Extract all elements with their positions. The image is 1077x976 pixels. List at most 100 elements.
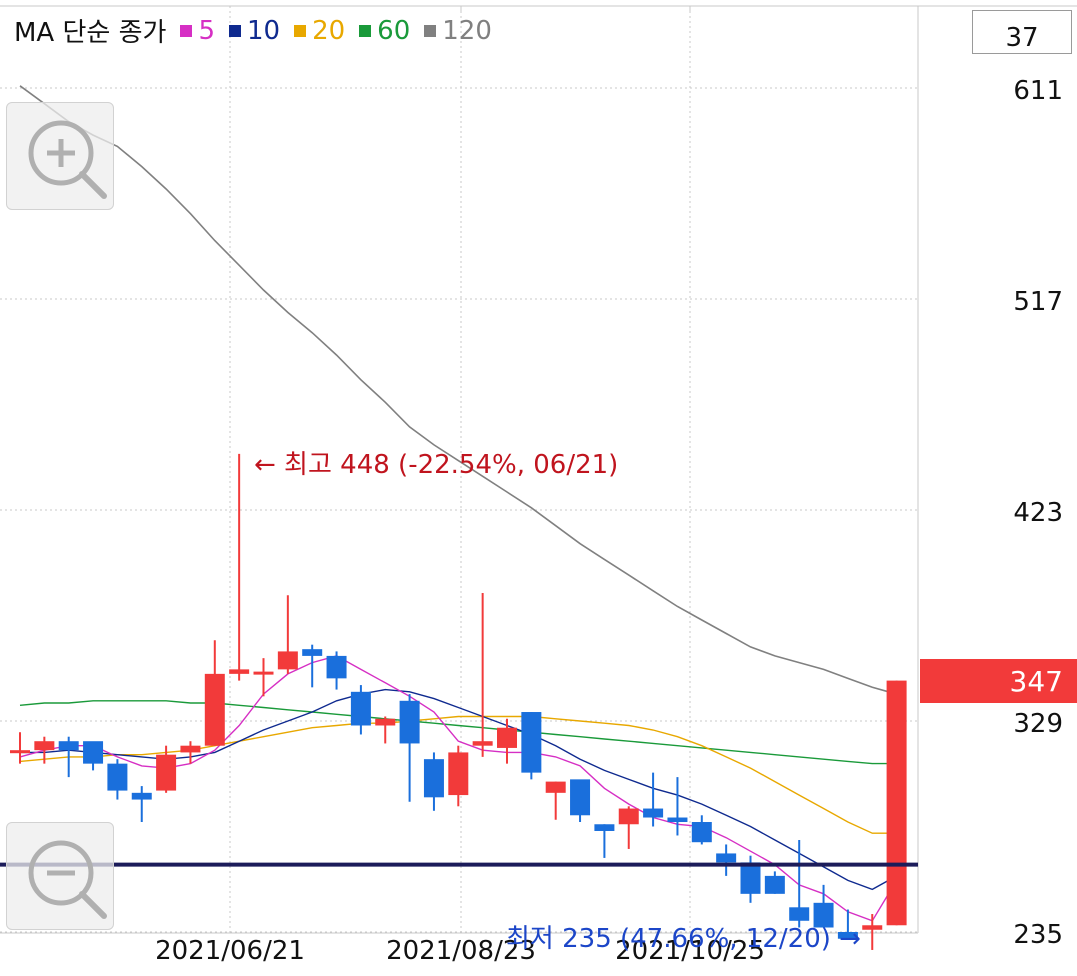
candle [302, 644, 323, 688]
legend-ma120: 120 [442, 15, 492, 46]
candle [180, 741, 201, 764]
candle-body [886, 680, 907, 926]
x-tick-label: 2021/06/21 [155, 936, 305, 966]
candle-body [229, 669, 250, 674]
candle [448, 745, 469, 807]
ma-line-60 [19, 700, 897, 765]
candle [399, 694, 420, 802]
candle-body [204, 673, 225, 746]
candle-body [83, 741, 104, 764]
candle [34, 736, 55, 764]
candle [375, 716, 396, 744]
candle-body [448, 752, 469, 796]
candle [83, 741, 104, 771]
candle-body [764, 875, 785, 894]
candle [716, 844, 737, 876]
candle-body [350, 691, 371, 726]
candle-body [277, 651, 298, 670]
ma-line-120 [19, 85, 897, 695]
candle [691, 815, 712, 845]
zoom-out-icon [28, 840, 107, 919]
candle-body [789, 907, 810, 921]
legend-swatch-120 [424, 24, 437, 37]
candle [204, 640, 225, 746]
last-price-label: 347 [920, 659, 1077, 703]
candle [10, 732, 30, 764]
x-tick-label: 2021/10/25 [615, 936, 765, 966]
y-tick-label: 235 [1013, 920, 1063, 950]
candle [521, 712, 542, 780]
candle-body [497, 727, 517, 748]
candle [667, 777, 688, 836]
candle-body [521, 712, 542, 773]
candlesticks [10, 453, 907, 950]
candle [886, 680, 907, 926]
legend-swatch-5 [180, 24, 193, 37]
candle-body [472, 741, 493, 746]
candle [837, 909, 858, 939]
low-annotation: 최저 235 (47.66%, 12/20) → [506, 924, 861, 954]
legend-ma20: 20 [312, 15, 346, 46]
candle-body [643, 808, 664, 818]
candle-body [423, 759, 444, 798]
candle-body [813, 902, 834, 928]
candle-body [131, 792, 152, 800]
candle [58, 736, 79, 778]
candle [472, 593, 493, 757]
legend-swatch-10 [228, 24, 241, 37]
candle [764, 871, 785, 894]
candle [131, 786, 152, 823]
candle [350, 685, 371, 735]
y-tick-label: 329 [1013, 709, 1063, 739]
zoom-out-button[interactable] [6, 822, 114, 930]
legend-ma60: 60 [377, 15, 411, 46]
candle [229, 453, 250, 681]
period-input[interactable]: 37 [972, 10, 1072, 54]
candle [107, 759, 128, 800]
legend-title: MA 단순 종가 [14, 18, 167, 48]
y-tick-label: 611 [1013, 76, 1063, 106]
candle-body [691, 822, 712, 843]
legend-ma5: 5 [198, 15, 215, 46]
y-tick-label: 517 [1013, 287, 1063, 317]
candle-body [156, 754, 177, 791]
candle [594, 824, 615, 858]
candle [326, 651, 347, 690]
candle [643, 772, 664, 827]
zoom-in-button[interactable] [6, 102, 114, 210]
candle-body [399, 700, 420, 744]
chart-grid [0, 5, 1077, 934]
candle [789, 839, 810, 928]
candle-body [716, 853, 737, 863]
candle [156, 745, 177, 793]
legend-swatch-20 [294, 24, 307, 37]
candle-body [326, 655, 347, 679]
high-annotation: ← 최고 448 (-22.54%, 06/21) [254, 450, 619, 480]
candle-body [180, 745, 201, 753]
candle [253, 658, 274, 697]
ma-legend: MA 단순 종가 5 10 20 60 120 [14, 12, 492, 49]
candle [423, 752, 444, 811]
candle [277, 595, 298, 674]
candle-body [618, 808, 639, 825]
candle-body [375, 718, 396, 726]
candle [862, 914, 883, 950]
candle-body [570, 779, 591, 816]
candle-body [34, 741, 55, 751]
candle-body [545, 781, 566, 793]
candle-body [253, 671, 274, 675]
zoom-in-icon [28, 120, 107, 199]
candle-body [58, 741, 79, 751]
candle-body [594, 824, 615, 831]
y-tick-label: 423 [1013, 498, 1063, 528]
candle [813, 884, 834, 928]
legend-swatch-60 [359, 24, 372, 37]
candle [497, 718, 517, 764]
legend-ma10: 10 [246, 15, 281, 46]
candle-body [302, 649, 323, 656]
candle-body [740, 862, 761, 894]
candle-body [107, 763, 128, 791]
candle [570, 779, 591, 823]
candle-body [667, 817, 688, 823]
